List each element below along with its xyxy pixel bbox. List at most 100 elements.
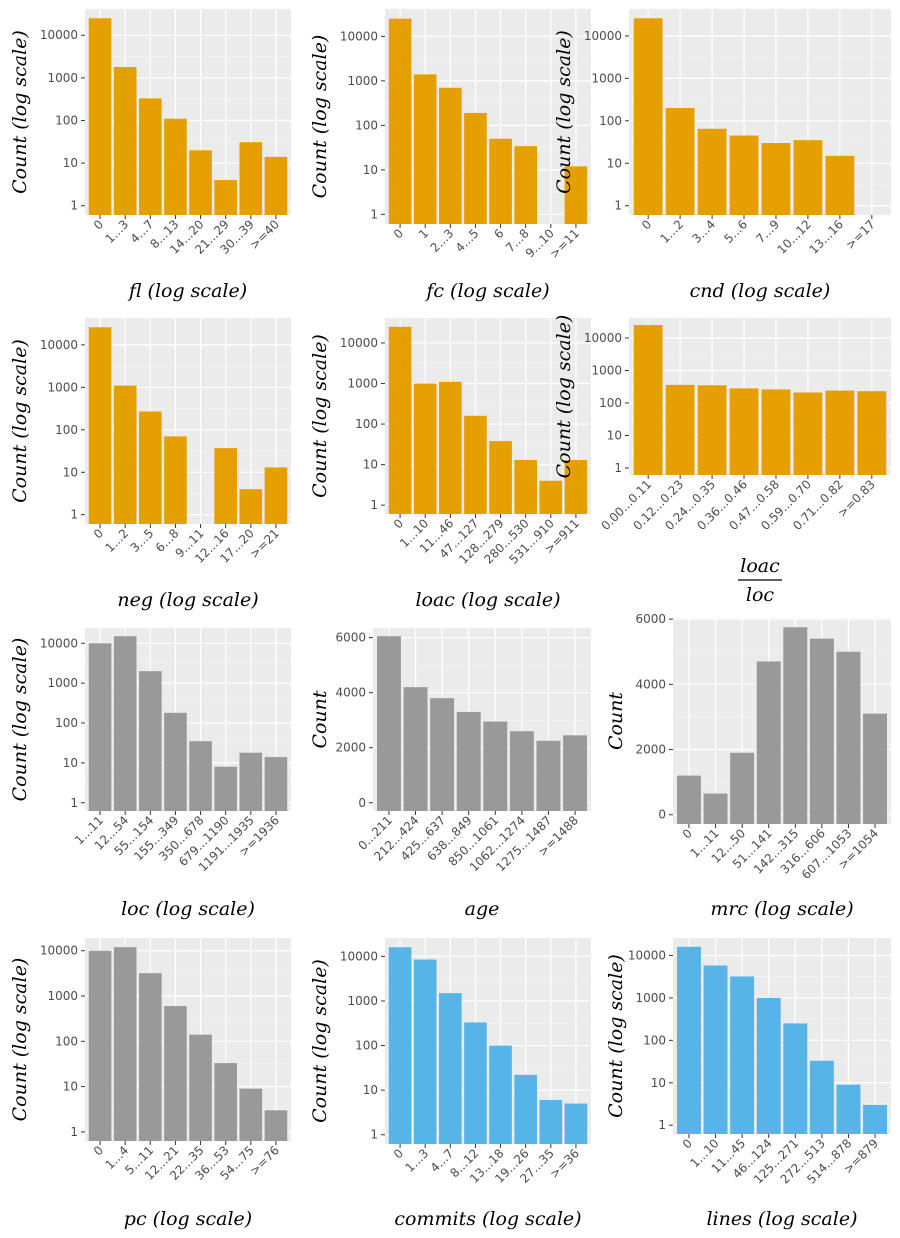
bar [264,1110,288,1141]
bar [164,712,187,811]
x-axis-title: commits (log scale) [394,1208,581,1230]
bar [825,155,855,215]
x-axis-title: loc (log scale) [121,898,255,920]
bar [88,327,112,524]
bar [564,1103,588,1144]
y-tick-label: 10000 [340,336,378,350]
x-tick-label: >=36 [547,1146,582,1181]
chart-panel-9: 020004000600001...1112...5051...141142..… [605,612,891,920]
y-tick-label: 1 [70,508,78,522]
bar [676,946,701,1134]
bar [113,66,137,215]
bar [88,950,112,1141]
y-tick-label: 10 [651,1076,666,1090]
y-tick-label: 1000 [347,74,378,88]
bar [239,1088,263,1141]
y-tick-label: 6000 [335,631,366,645]
bar [113,947,137,1141]
bar [564,460,588,514]
x-tick-label: 0 [391,226,406,241]
bar [730,976,755,1134]
bar [756,661,781,824]
y-axis-title: Count (log scale) [9,958,31,1122]
y-tick-label: 1 [370,498,378,512]
x-axis-title: mrc (log scale) [710,898,853,920]
x-tick-label: 1...2 [657,217,686,246]
bar [430,698,455,811]
y-tick-label: 1 [614,199,622,213]
y-tick-label: 1 [614,461,622,475]
x-axis-title: fl (log scale) [127,280,247,302]
x-tick-label: 2...3 [428,226,457,255]
y-tick-label: 100 [55,423,78,437]
x-axis-title: neg (log scale) [117,589,258,611]
bar [809,1060,834,1134]
x-axis-title: lines (log scale) [706,1208,857,1230]
bar [729,388,759,475]
bar [464,112,487,224]
bar [214,448,237,524]
y-tick-label: 10000 [40,944,78,958]
x-tick-label: >=11 [547,226,582,261]
x-tick-label: 7...9 [753,217,782,246]
x-tick-label: >=17 [843,217,878,252]
x-tick-label: 3...4 [689,217,718,246]
bar [489,1045,512,1144]
y-tick-label: 1 [658,1118,666,1132]
y-axis-title: Count (log scale) [9,638,31,802]
bar [509,731,534,811]
bar [139,98,162,215]
x-tick-label: 0 [639,217,654,232]
y-tick-label: 100 [55,716,78,730]
x-tick-label: >=40 [247,217,282,252]
bar [388,947,412,1144]
bar [189,150,212,215]
y-axis-title: Count (log scale) [9,30,31,194]
y-tick-label: 10000 [40,636,78,650]
x-tick-label: 0 [91,1143,106,1158]
bar [633,18,663,215]
x-axis-title: fc (log scale) [424,280,549,302]
bar [164,118,187,215]
x-tick-label: 4...5 [453,226,482,255]
bar [809,638,834,824]
bar [264,467,288,524]
bar [563,735,588,811]
bar [836,651,861,824]
bar [139,973,162,1141]
y-tick-label: 1 [70,1125,78,1139]
chart-panel-6: 1101001000100000.00...0.110.12...0.230.2… [553,315,891,606]
bar [730,752,755,824]
bar [489,138,512,224]
bar [88,18,112,215]
x-tick-label: >=76 [247,1143,282,1178]
chart-panel-10: 11010010001000001...45...1112...2122...3… [9,938,291,1230]
bar [703,793,728,824]
y-tick-label: 10 [363,1083,378,1097]
y-tick-label: 10000 [340,949,378,963]
x-tick-label: 0 [91,526,106,541]
x-axis-title-numerator: loac [740,555,780,577]
bar [239,752,263,811]
x-axis-title: cnd (log scale) [690,280,831,302]
y-tick-label: 100 [55,113,78,127]
bar [783,1023,808,1134]
bar [539,1100,563,1144]
y-tick-label: 10 [363,458,378,472]
y-tick-label: 1000 [47,989,78,1003]
x-tick-label: 1...3 [403,1146,432,1175]
y-tick-label: 100 [355,417,378,431]
y-tick-label: 1000 [591,363,622,377]
y-tick-label: 1000 [347,377,378,391]
y-tick-label: 100 [355,1039,378,1053]
bar [676,775,701,824]
y-tick-label: 1000 [47,380,78,394]
x-tick-label: >=21 [247,526,282,561]
chart-panel-11: 11010010001000001...34...78...1213...181… [309,938,591,1230]
bar [863,713,888,824]
y-tick-label: 100 [355,118,378,132]
bar [403,687,428,811]
x-tick-label: 1...3 [103,217,132,246]
bar [113,385,137,524]
y-tick-label: 1000 [635,991,666,1005]
